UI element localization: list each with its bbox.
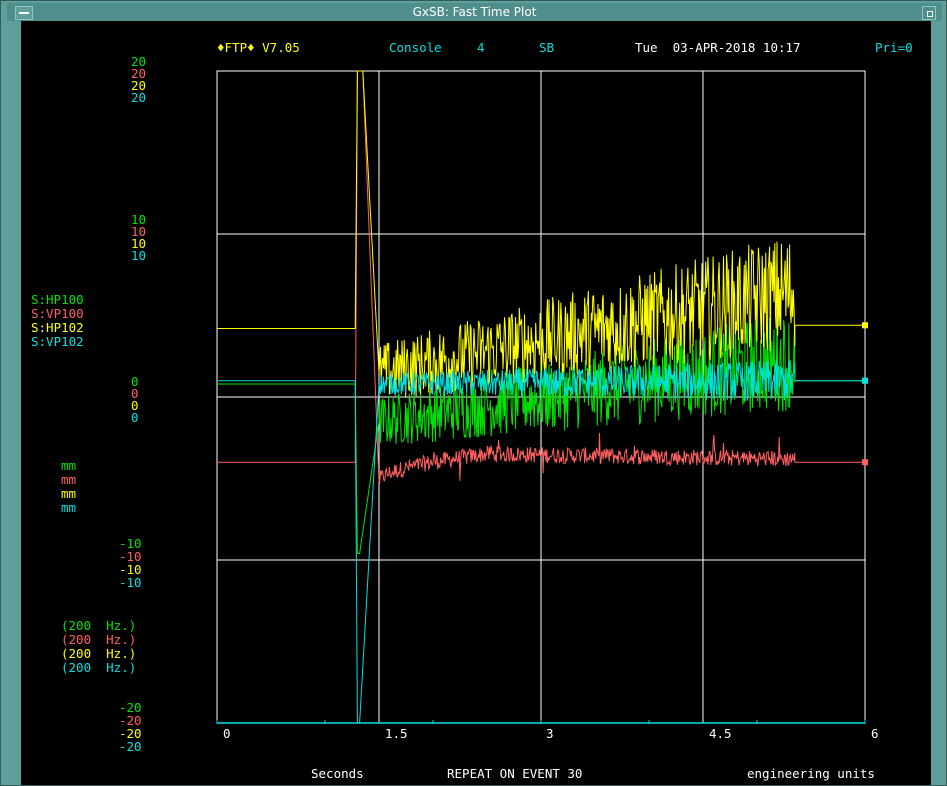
unit-vp100: mm	[61, 472, 77, 487]
maximize-button[interactable]	[922, 6, 936, 20]
plot-screen: ♦FTP♦ V7.05 Console 4 SB Tue 03-APR-2018…	[21, 21, 931, 785]
window-menu-button[interactable]	[15, 6, 33, 20]
series-end-marker	[862, 459, 868, 466]
event-label: REPEAT ON EVENT 30	[447, 766, 583, 781]
ylabel-neg-ten-hp102: -10	[119, 562, 142, 577]
rate-hp102: (200 Hz.)	[61, 646, 137, 661]
ylabel-ten-hp100: 10	[131, 212, 147, 227]
x-tick-1: 1.5	[385, 726, 408, 741]
x-tick-3: 4.5	[709, 726, 732, 741]
menu-bar-icon	[19, 12, 29, 14]
x-axis-label: Seconds	[311, 766, 364, 781]
series-line-s-vp100	[217, 70, 865, 484]
ylabel-zero-hp100: 0	[131, 374, 139, 389]
rate-vp100: (200 Hz.)	[61, 632, 137, 647]
priority-label: Pri=0	[875, 40, 913, 55]
ylabel-neg-twenty-hp100: -20	[119, 700, 142, 715]
ylabel-top-vp102: 20	[131, 90, 147, 105]
fast-time-plot[interactable]	[21, 21, 931, 785]
ylabel-neg-ten-vp100: -10	[119, 549, 142, 564]
units-label: engineering units	[747, 766, 875, 781]
ylabel-neg-twenty-hp102: -20	[119, 726, 142, 741]
program-version: ♦FTP♦ V7.05	[217, 40, 300, 55]
x-tick-2: 3	[546, 726, 554, 741]
series-name-hp100[interactable]: S:HP100	[31, 292, 84, 307]
ylabel-neg-ten-vp102: -10	[119, 575, 142, 590]
date-time: Tue 03-APR-2018 10:17	[635, 40, 801, 55]
ylabel-neg-twenty-vp100: -20	[119, 713, 142, 728]
series-name-vp102[interactable]: S:VP102	[31, 334, 84, 349]
ylabel-neg-ten-hp100: -10	[119, 536, 142, 551]
console-label: Console	[389, 40, 442, 55]
ylabel-zero-vp100: 0	[131, 386, 139, 401]
ylabel-zero-vp102: 0	[131, 410, 139, 425]
subsystem-label: SB	[539, 40, 555, 55]
series-name-vp100[interactable]: S:VP100	[31, 306, 84, 321]
ylabel-neg-twenty-vp102: -20	[119, 739, 142, 754]
ylabel-top-hp100: 20	[131, 54, 147, 69]
console-number: 4	[477, 40, 485, 55]
maximize-icon	[927, 11, 933, 17]
window-title: GxSB: Fast Time Plot	[412, 5, 537, 19]
ylabel-ten-vp100: 10	[131, 224, 147, 239]
series-name-hp102[interactable]: S:HP102	[31, 320, 84, 335]
series-line-s-vp102	[217, 359, 865, 724]
series-end-marker	[862, 377, 868, 384]
title-bar[interactable]: GxSB: Fast Time Plot	[7, 3, 942, 21]
series-line-s-hp102	[217, 70, 865, 397]
ylabel-zero-hp102: 0	[131, 398, 139, 413]
unit-hp100: mm	[61, 458, 77, 473]
ylabel-ten-hp102: 10	[131, 236, 147, 251]
unit-hp102: mm	[61, 486, 77, 501]
unit-vp102: mm	[61, 500, 77, 515]
ylabel-top-vp100: 20	[131, 66, 147, 81]
rate-hp100: (200 Hz.)	[61, 618, 137, 633]
ylabel-top-hp102: 20	[131, 78, 147, 93]
series-end-marker	[862, 322, 868, 329]
rate-vp102: (200 Hz.)	[61, 660, 137, 675]
ylabel-ten-vp102: 10	[131, 248, 147, 263]
x-tick-0: 0	[223, 726, 231, 741]
x-tick-4: 6	[871, 726, 879, 741]
